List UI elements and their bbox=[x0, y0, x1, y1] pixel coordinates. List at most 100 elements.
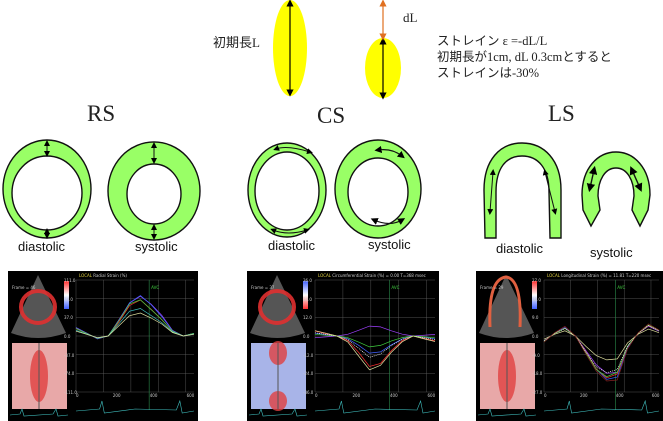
longitudinal-arrow bbox=[542, 169, 558, 215]
longitudinal-arrow bbox=[629, 166, 643, 192]
tracked-myocardium bbox=[488, 275, 522, 328]
y-tick-label: -9.0 bbox=[532, 352, 540, 358]
color-scale-bar bbox=[532, 281, 537, 309]
ecg-trace-small bbox=[477, 408, 537, 417]
longitudinal-arrow bbox=[487, 169, 496, 215]
local-label: LOCAL bbox=[79, 273, 92, 278]
x-tick-label: 600 bbox=[651, 393, 660, 398]
y-tick-label: 0.0 bbox=[532, 334, 539, 339]
x-tick-label: 200 bbox=[579, 393, 588, 398]
y-tick-label: 0.0 bbox=[303, 334, 310, 339]
y-tick-label: 36.0 bbox=[303, 278, 312, 283]
cs-systolic-label: systolic bbox=[368, 237, 411, 252]
ls-diastolic-label: diastolic bbox=[496, 241, 543, 256]
ecg-trace-small bbox=[9, 408, 69, 417]
y-tick-label: -37.0 bbox=[64, 352, 75, 358]
radial-strain-panel: LOCAL Radial Strain (%) Frame = 46 AVC 111.… bbox=[8, 271, 198, 421]
strain-curve bbox=[543, 325, 660, 374]
x-tick-label: 600 bbox=[186, 393, 195, 398]
echo-visualization bbox=[9, 275, 195, 417]
x-tick-label: 400 bbox=[615, 393, 624, 398]
y-tick-label: -36.0 bbox=[303, 390, 314, 395]
x-tick-label: 200 bbox=[352, 393, 361, 398]
strain-title: Radial Strain (%) bbox=[93, 273, 127, 278]
y-tick-label: 9.0 bbox=[532, 315, 539, 321]
rs-title: RS bbox=[87, 101, 116, 126]
strain-example: 初期長が1cm, dL 0.3cmとすると bbox=[437, 50, 612, 64]
echo-visualization bbox=[248, 275, 436, 417]
cs-diastolic-label: diastolic bbox=[268, 238, 315, 253]
cs-title: CS bbox=[317, 103, 346, 128]
y-tick-label: 12.0 bbox=[303, 315, 312, 321]
x-tick-label: 600 bbox=[427, 393, 436, 398]
longitudinal-strain-panel: LOCAL Longitudinal Strain (%) = 11.81 T=… bbox=[476, 271, 663, 421]
circumferential-arrow bbox=[273, 145, 313, 154]
y-tick-label: 18.0 bbox=[532, 296, 541, 302]
strain-title: Longitudinal Strain (%) = 11.81 T=220 ms… bbox=[561, 273, 652, 278]
rs-systolic-label: systolic bbox=[135, 239, 178, 254]
echo-visualization bbox=[477, 275, 660, 417]
strain-result: ストレインは-30% bbox=[437, 66, 540, 80]
circumferential-arrow bbox=[270, 228, 310, 234]
strain-curve bbox=[543, 323, 660, 382]
echo-sector-image bbox=[250, 275, 305, 338]
dl-label: dL bbox=[403, 10, 418, 25]
strain-curve bbox=[543, 328, 660, 361]
ls-systolic-arch bbox=[581, 151, 651, 228]
ecg-trace bbox=[543, 399, 660, 414]
rs-diastolic-ring bbox=[2, 139, 92, 239]
strain-curve bbox=[543, 324, 660, 374]
cs-systolic-ring bbox=[334, 139, 422, 239]
frame-label: Frame = 29 bbox=[480, 285, 504, 290]
circumferential-strain-panel: LOCAL Circumferential Strain (%) = 0.00 … bbox=[247, 271, 439, 421]
y-tick-label: 37.0 bbox=[64, 315, 73, 321]
y-tick-label: 0.0 bbox=[64, 334, 71, 339]
rs-diastolic-label: diastolic bbox=[18, 239, 65, 254]
y-tick-label: -111.0 bbox=[64, 390, 77, 395]
x-tick-label: 400 bbox=[149, 393, 158, 398]
y-tick-label: 24.0 bbox=[303, 296, 312, 302]
strain-title: Circumferential Strain (%) = 0.00 T=368 … bbox=[332, 273, 426, 278]
local-label: LOCAL bbox=[547, 273, 560, 278]
rs-systolic-ring bbox=[107, 141, 201, 241]
strain-explanation: ストレイン ε =-dL/L 初期長が1cm, dL 0.3cmとすると ストレ… bbox=[437, 33, 612, 81]
ecg-trace bbox=[75, 399, 195, 414]
y-tick-label: 74.0 bbox=[64, 296, 73, 302]
x-tick-label: 0 bbox=[76, 393, 79, 398]
strain-definition-figure bbox=[273, 0, 401, 100]
color-scale-bar bbox=[64, 281, 69, 309]
x-tick-label: 200 bbox=[112, 393, 121, 398]
circumferential-arrow bbox=[374, 145, 405, 159]
frame-label: Frame = 37 bbox=[251, 285, 275, 290]
tracked-myocardium bbox=[19, 289, 57, 325]
y-tick-label: 27.0 bbox=[532, 278, 541, 283]
x-tick-label: 400 bbox=[390, 393, 398, 398]
y-tick-label: -12.0 bbox=[303, 352, 314, 358]
avc-label: AVC bbox=[391, 285, 400, 290]
x-tick-label: 0 bbox=[315, 393, 318, 398]
frame-label: Frame = 46 bbox=[12, 285, 36, 290]
circumferential-arrow bbox=[370, 218, 406, 225]
y-tick-label: -74.0 bbox=[64, 371, 75, 377]
strain-formula: ストレイン ε =-dL/L bbox=[437, 34, 548, 48]
strain-curve bbox=[314, 330, 436, 371]
echo-sector-image bbox=[11, 275, 66, 338]
ls-title: LS bbox=[548, 101, 575, 126]
local-label: LOCAL bbox=[318, 273, 331, 278]
ecg-trace-small bbox=[248, 408, 308, 417]
avc-label: AVC bbox=[617, 285, 626, 290]
avc-label: AVC bbox=[151, 285, 160, 290]
y-tick-label: -27.0 bbox=[532, 390, 543, 395]
ls-systolic-label: systolic bbox=[590, 245, 633, 260]
initial-length-label: 初期長L bbox=[213, 35, 260, 50]
y-tick-label: -24.0 bbox=[303, 371, 314, 377]
strain-curve bbox=[75, 312, 195, 339]
myocardium-deformation-diagrams bbox=[2, 139, 651, 241]
color-scale-bar bbox=[303, 281, 308, 309]
ls-diastolic-arch bbox=[483, 142, 562, 239]
strain-curve bbox=[543, 324, 660, 380]
y-tick-label: -18.0 bbox=[532, 371, 543, 377]
tracked-myocardium bbox=[258, 289, 296, 325]
x-tick-label: 0 bbox=[544, 393, 547, 398]
strain-curve bbox=[75, 299, 195, 339]
